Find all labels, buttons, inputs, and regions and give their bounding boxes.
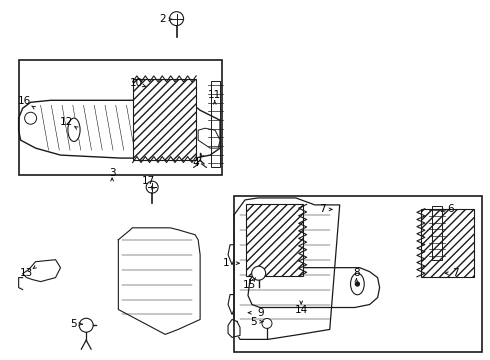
Text: 1: 1 bbox=[223, 258, 230, 268]
Circle shape bbox=[355, 282, 359, 286]
Circle shape bbox=[146, 181, 158, 193]
Text: 2: 2 bbox=[160, 14, 166, 24]
Bar bbox=[421, 209, 474, 277]
Text: 7: 7 bbox=[452, 268, 459, 278]
Text: 17: 17 bbox=[142, 176, 155, 186]
Text: 5: 5 bbox=[70, 319, 76, 329]
Polygon shape bbox=[228, 319, 240, 337]
Polygon shape bbox=[19, 100, 220, 158]
Bar bbox=[133, 79, 196, 159]
Text: 6: 6 bbox=[447, 204, 454, 214]
Bar bbox=[234, 196, 483, 352]
Circle shape bbox=[262, 319, 272, 328]
Polygon shape bbox=[248, 268, 380, 307]
Bar bbox=[246, 204, 303, 276]
Text: 14: 14 bbox=[294, 305, 308, 315]
Polygon shape bbox=[234, 198, 340, 339]
Circle shape bbox=[170, 12, 184, 26]
Polygon shape bbox=[23, 260, 61, 282]
Text: 13: 13 bbox=[20, 268, 33, 278]
Circle shape bbox=[252, 266, 266, 280]
Text: 11: 11 bbox=[208, 90, 221, 100]
Text: 9: 9 bbox=[257, 308, 264, 318]
Ellipse shape bbox=[350, 273, 364, 295]
Bar bbox=[19, 60, 222, 175]
Text: 8: 8 bbox=[353, 267, 360, 278]
Text: 12: 12 bbox=[60, 117, 74, 127]
Text: 16: 16 bbox=[18, 96, 31, 106]
Circle shape bbox=[79, 318, 93, 332]
Ellipse shape bbox=[68, 118, 80, 141]
Text: 10: 10 bbox=[130, 78, 143, 88]
Text: 3: 3 bbox=[109, 168, 116, 178]
Text: 15: 15 bbox=[243, 280, 256, 290]
Text: 5: 5 bbox=[250, 317, 257, 327]
Text: 4: 4 bbox=[193, 158, 199, 168]
Polygon shape bbox=[198, 128, 220, 148]
Bar bbox=[211, 81, 220, 167]
Polygon shape bbox=[119, 228, 200, 334]
Bar bbox=[432, 206, 442, 260]
Text: 7: 7 bbox=[319, 204, 325, 215]
